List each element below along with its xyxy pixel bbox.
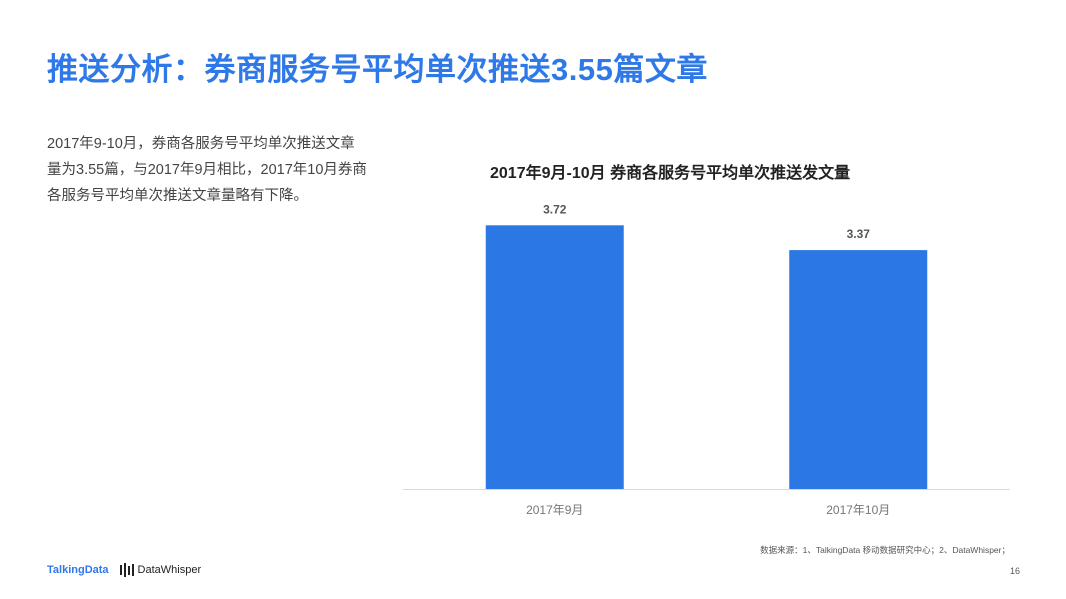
talkingdata-logo: TalkingData <box>47 564 109 576</box>
source-note: 数据来源：1、TalkingData 移动数据研究中心；2、DataWhispe… <box>760 545 1010 555</box>
page-number: 16 <box>1009 566 1020 576</box>
datawhisper-mark-icon <box>119 563 134 577</box>
description-text: 2017年9-10月，券商各服务号平均单次推送文章量为3.55篇，与2017年9… <box>47 136 367 204</box>
chart-title: 2017年9月-10月 券商各服务号平均单次推送发文量 <box>490 165 851 182</box>
data-label-2: 3.37 <box>847 227 871 241</box>
footer-logos: TalkingData DataWhisper <box>47 563 201 577</box>
data-label-1: 3.72 <box>543 202 567 216</box>
slide-title: 推送分析：券商服务号平均单次推送3.55篇文章 <box>47 52 708 87</box>
bar-1 <box>485 225 624 489</box>
datawhisper-logo: DataWhisper <box>119 563 202 577</box>
x-tick-label-2: 2017年10月 <box>826 503 890 517</box>
x-tick-label-1: 2017年9月 <box>526 503 583 517</box>
bar-2 <box>789 250 928 489</box>
datawhisper-logo-text: DataWhisper <box>137 564 202 576</box>
